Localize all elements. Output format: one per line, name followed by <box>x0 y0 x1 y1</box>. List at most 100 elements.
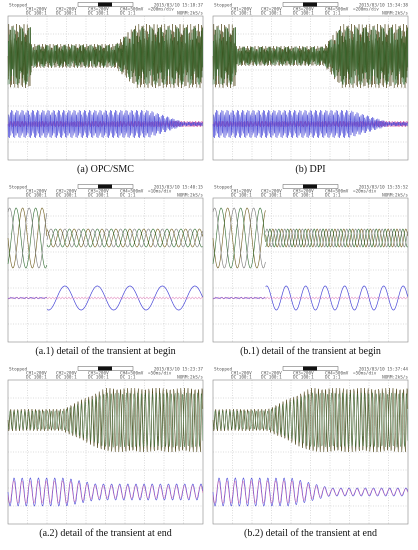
coupling-label: DC 100:1 <box>231 375 252 381</box>
coupling-label: DC 100:1 <box>261 193 282 199</box>
acq-mode: NORM:2kS/s <box>382 193 408 199</box>
scope-status: Stopped <box>9 3 28 9</box>
channel-label: CH4=500mV <box>325 189 349 195</box>
waveform <box>212 207 266 269</box>
acq-mode: NORM:2kS/s <box>382 11 408 17</box>
waveform <box>46 228 203 248</box>
waveform <box>46 228 203 248</box>
coupling-label: DC 100:1 <box>88 11 109 17</box>
waveform <box>7 392 203 448</box>
timebase: =200ms/div <box>148 7 174 13</box>
waveform <box>265 228 408 248</box>
channel-label: CH2=200V <box>261 189 282 195</box>
trigger-pos <box>98 366 112 371</box>
waveform <box>265 228 408 248</box>
coupling-label: DC 100:1 <box>231 11 252 17</box>
timebase: =50ms/div <box>148 371 172 377</box>
waveform <box>212 392 408 448</box>
coupling-label: DC 100:1 <box>293 375 314 381</box>
waveform <box>7 387 204 453</box>
trigger-pos <box>303 184 317 189</box>
waveform <box>46 228 203 248</box>
acq-mode: NORM:2kS/s <box>382 375 408 381</box>
channel-label: CH4=500mV <box>325 371 349 377</box>
coupling-label: DC 1:1 <box>325 193 341 199</box>
channel-label: CH4=500mV <box>120 371 144 377</box>
waveform <box>7 296 203 300</box>
waveform <box>7 207 48 269</box>
scope-panel: Stopped 2015/03/10 15:35:52 CH1=200V DC 100… <box>212 184 409 357</box>
channel-label: CH2=200V <box>56 371 77 377</box>
coupling-label: DC 100:1 <box>293 11 314 17</box>
coupling-label: DC 100:1 <box>26 11 47 17</box>
coupling-label: DC 100:1 <box>26 193 47 199</box>
coupling-label: DC 100:1 <box>261 11 282 17</box>
coupling-label: DC 1:1 <box>120 11 136 17</box>
panel-caption: (b.1) detail of the transient at begin <box>240 346 381 357</box>
panel-caption: (b) DPI <box>295 164 325 175</box>
waveform <box>212 480 408 504</box>
channel-label: CH2=200V <box>56 189 77 195</box>
scope-status: Stopped <box>214 367 233 373</box>
coupling-label: DC 1:1 <box>120 193 136 199</box>
trigger-pos <box>303 2 317 7</box>
waveform <box>212 110 409 138</box>
waveform <box>212 387 409 453</box>
waveform <box>7 110 204 138</box>
timebase: =20ms/div <box>353 189 377 195</box>
waveform <box>7 207 48 269</box>
channel-label: CH3=200V <box>293 7 314 13</box>
waveform <box>7 477 204 507</box>
channel-label: CH1=200V <box>26 371 47 377</box>
timestamp: 2015/03/10 15:40:15 <box>154 185 204 191</box>
waveform <box>7 207 48 269</box>
trigger-pos <box>303 366 317 371</box>
channel-label: CH3=200V <box>293 371 314 377</box>
waveform <box>212 207 266 269</box>
coupling-label: DC 1:1 <box>325 375 341 381</box>
timebase: =200ms/div <box>353 7 379 13</box>
waveform <box>265 228 408 248</box>
channel-label: CH1=200V <box>231 189 252 195</box>
channel-label: CH1=200V <box>26 189 47 195</box>
timestamp: 2015/03/10 15:37:44 <box>359 367 409 373</box>
acq-mode: NORM:2kS/s <box>177 375 203 381</box>
channel-label: CH2=200V <box>56 7 77 13</box>
scope-status: Stopped <box>214 185 233 191</box>
waveform <box>7 27 203 85</box>
channel-label: CH4=500mV <box>325 7 349 13</box>
acq-mode: NORM:2kS/s <box>177 193 203 199</box>
coupling-label: DC 100:1 <box>26 375 47 381</box>
coupling-label: DC 100:1 <box>293 193 314 199</box>
coupling-label: DC 100:1 <box>56 11 77 17</box>
timestamp: 2015/03/10 15:18:37 <box>154 3 204 9</box>
waveform <box>265 285 409 311</box>
coupling-label: DC 1:1 <box>325 11 341 17</box>
coupling-label: DC 100:1 <box>56 375 77 381</box>
waveform <box>212 477 409 507</box>
timestamp: 2015/03/10 15:35:52 <box>359 185 409 191</box>
channel-label: CH4=500mV <box>120 189 144 195</box>
acq-mode: NORM:2kS/s <box>177 11 203 17</box>
timebase: =10ms/div <box>148 189 172 195</box>
channel-label: CH3=200V <box>293 189 314 195</box>
channel-label: CH4=500mV <box>120 7 144 13</box>
scope-status: Stopped <box>9 185 28 191</box>
waveform <box>212 27 408 85</box>
scope-status: Stopped <box>9 367 28 373</box>
timebase: =50ms/div <box>353 371 377 377</box>
timestamp: 2015/03/10 15:23:37 <box>154 367 204 373</box>
coupling-label: DC 100:1 <box>88 193 109 199</box>
channel-label: CH2=200V <box>261 7 282 13</box>
channel-label: CH2=200V <box>261 371 282 377</box>
coupling-label: DC 1:1 <box>120 375 136 381</box>
channel-label: CH1=200V <box>231 371 252 377</box>
coupling-label: DC 100:1 <box>56 193 77 199</box>
timestamp: 2015/03/10 15:34:38 <box>359 3 409 9</box>
channel-label: CH3=200V <box>88 189 109 195</box>
panel-caption: (a) OPC/SMC <box>77 164 134 175</box>
